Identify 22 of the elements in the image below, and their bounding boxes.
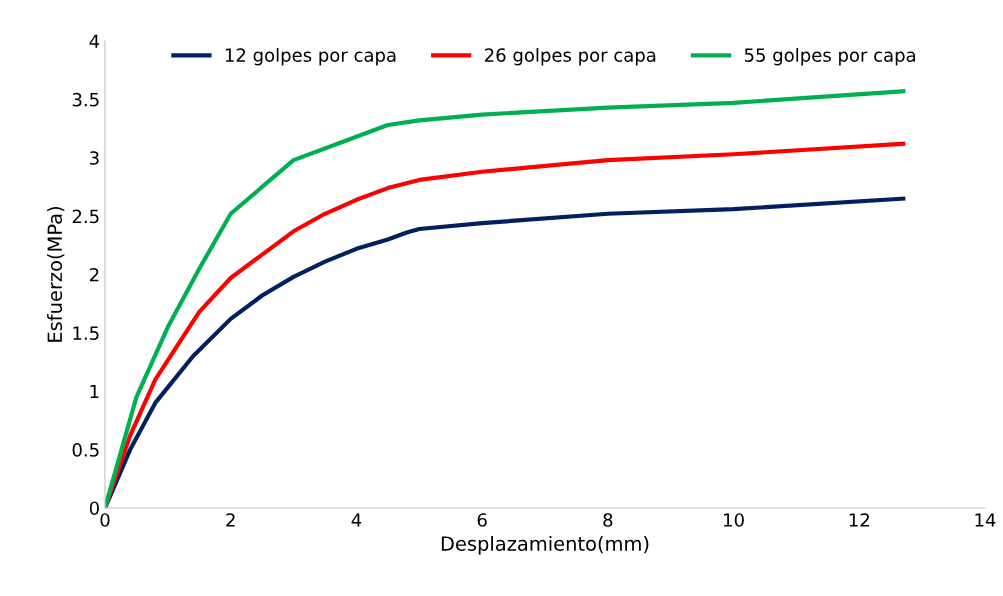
legend-label: 26 golpes por capa: [485, 47, 656, 66]
x-tick-label: 10: [724, 513, 744, 527]
y-tick-label: 0.5: [72, 443, 99, 457]
y-tick-label: 1: [90, 384, 99, 399]
legend-label: 55 golpes por capa: [744, 47, 916, 66]
x-tick-label: 4: [351, 513, 362, 527]
x-tick-label: 14: [975, 513, 996, 527]
x-tick-label: 12: [849, 513, 869, 527]
x-tick-label: 0: [100, 513, 110, 527]
y-tick-label: 2.5: [72, 209, 99, 224]
y-tick-label: 2: [89, 267, 99, 282]
y-tick-label: 3.5: [72, 92, 99, 107]
legend-label: 12 golpes por capa: [225, 47, 396, 66]
y-axis-title: Esfuerzo(MPa): [47, 206, 65, 342]
y-tick-label: 1.5: [73, 326, 99, 340]
x-tick-label: 6: [477, 513, 487, 527]
y-tick-label: 3: [90, 151, 99, 165]
x-tick-label: 2: [226, 513, 235, 527]
y-tick-label: 4: [89, 34, 100, 48]
x-tick-label: 8: [603, 513, 613, 527]
y-tick-label: 0: [89, 501, 99, 516]
x-axis-title: Desplazamiento(mm): [441, 535, 649, 555]
